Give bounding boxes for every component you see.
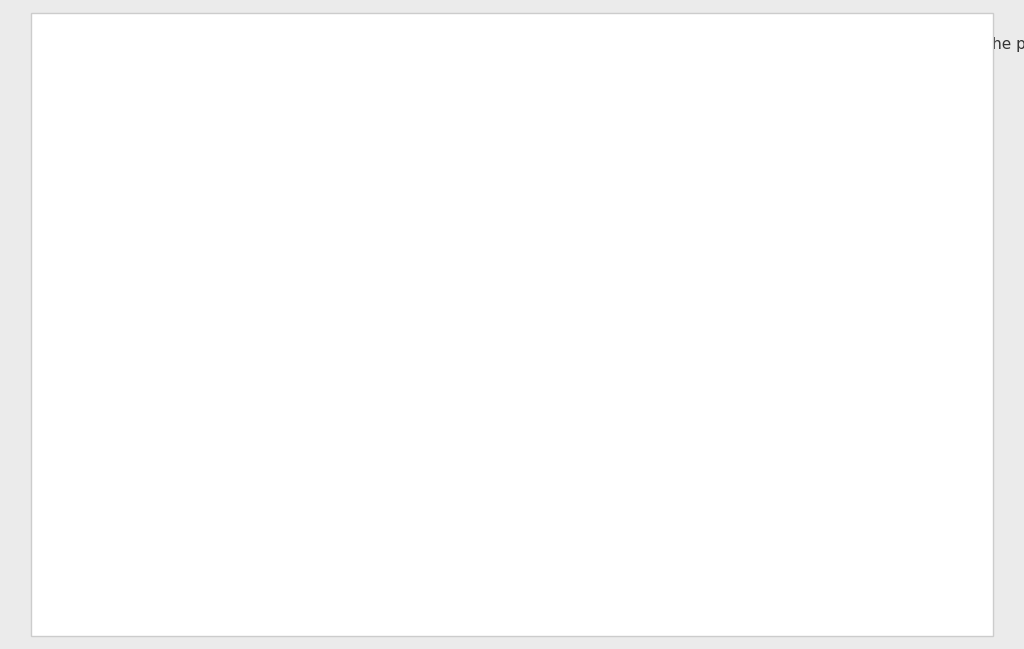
Text: CH: CH [189,237,211,252]
Text: 3: 3 [203,106,209,117]
Text: 3: 3 [167,140,173,149]
Text: 3: 3 [132,351,139,361]
Text: location of the: location of the [71,61,185,76]
Text: C: C [197,345,207,360]
Text: ❯: ❯ [978,605,994,624]
Text: C: C [195,133,205,148]
Text: 3: 3 [220,243,226,253]
Text: CH: CH [301,313,324,328]
Text: CH: CH [172,101,194,116]
Text: Next: Next [952,607,987,622]
Text: (b): (b) [71,201,92,216]
Text: The IUPAC name is 3-methyl-2-pentene.: The IUPAC name is 3-methyl-2-pentene. [101,269,408,284]
Text: 3: 3 [214,544,221,554]
Text: CH: CH [260,345,283,360]
Text: Br: Br [125,558,141,573]
Text: (e): (e) [71,558,91,573]
Text: The IUPAC name is 4,4-dimethyl-2-pentyne.: The IUPAC name is 4,4-dimethyl-2-pentyne… [101,406,435,421]
Text: CH: CH [195,201,216,216]
Text: CH: CH [152,237,173,252]
Text: Previous: Previous [865,607,930,622]
Text: CH: CH [230,133,252,148]
Text: 3: 3 [332,319,339,329]
Text: C: C [159,201,169,216]
Text: CH: CH [190,537,213,552]
Text: system.: system. [199,61,264,76]
Text: CH: CH [222,380,245,395]
Text: 3: 3 [268,207,275,217]
Text: C: C [159,345,169,360]
Text: 3: 3 [253,387,260,397]
Text: are similar to those used for the alkanes, with a few additions to indicate the : are similar to those used for the alkane… [416,38,1024,53]
Text: ❮: ❮ [850,605,866,624]
Text: The IUPAC name is 2-methyl-2-butene.: The IUPAC name is 2-methyl-2-butene. [136,164,432,178]
Text: The IUPAC name is 4-methylcyclopentene.: The IUPAC name is 4-methylcyclopentene. [101,519,426,533]
FancyBboxPatch shape [31,19,993,630]
Text: (d): (d) [71,443,92,458]
Text: CH: CH [273,133,295,148]
Text: C: C [228,345,239,360]
Text: 3: 3 [291,351,298,361]
Text: The IUPAC rules for naming: The IUPAC rules for naming [71,38,285,53]
Text: CH: CH [101,201,123,216]
Text: (a): (a) [71,93,91,109]
Text: ring: ring [169,61,199,76]
Text: CH: CH [238,201,260,216]
Text: CH: CH [136,133,158,148]
Text: CH: CH [101,345,123,360]
Text: cycloalkenes: cycloalkenes [306,38,404,53]
Text: 2: 2 [181,243,188,253]
Text: 3: 3 [132,207,139,217]
Text: 3: 3 [304,140,311,149]
Text: (c): (c) [71,306,90,321]
